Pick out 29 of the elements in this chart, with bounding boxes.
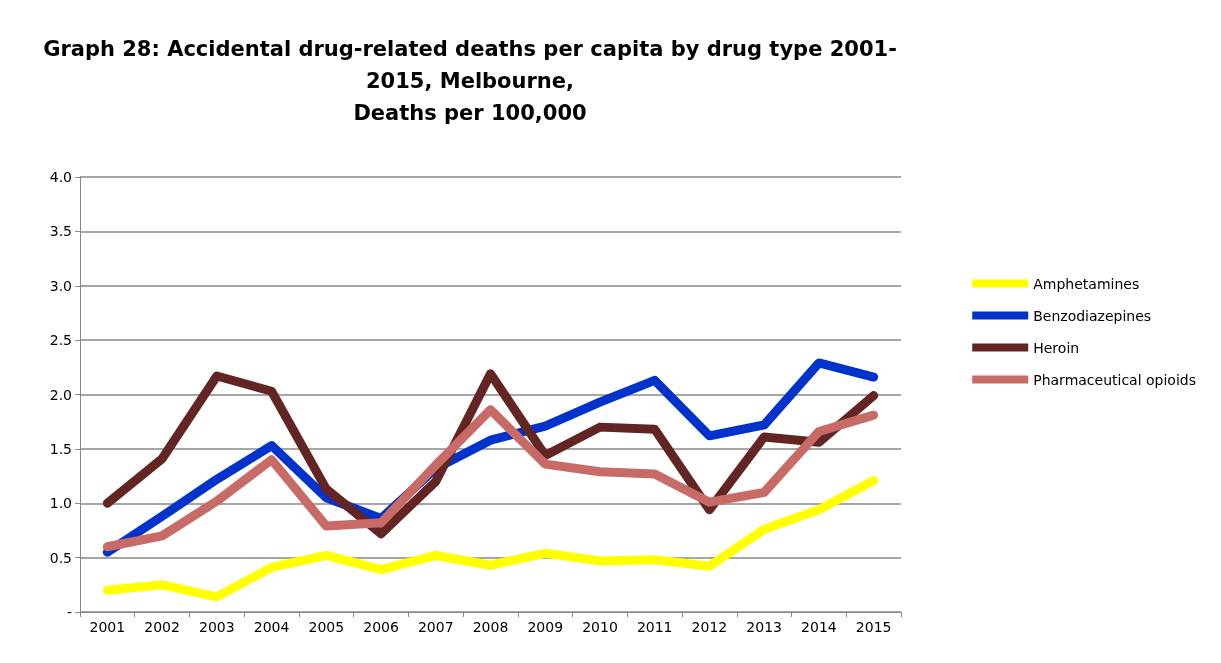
x-tick-label: 2012 <box>691 619 728 635</box>
legend-label: Pharmaceutical opioids <box>1033 371 1196 388</box>
x-tick-label: 2013 <box>746 619 782 635</box>
x-tick-label: 2001 <box>89 619 126 635</box>
chart-title: Graph 28: Accidental drug-related deaths per capita by drug type 2001- 2015, Melbourne, Deaths per 100,000 <box>43 37 897 125</box>
x-tick-label: 2007 <box>417 619 454 635</box>
y-tick-label: 2.0 <box>49 386 72 403</box>
y-tick-label: 3.5 <box>49 223 72 240</box>
y-tick-label: 2.5 <box>49 332 72 349</box>
x-tick-label: 2010 <box>582 619 618 635</box>
x-tick-label: 2011 <box>636 619 673 635</box>
y-tick-label: 1.5 <box>49 440 72 457</box>
legend-label: Amphetamines <box>1033 275 1140 292</box>
y-tick-label: 3.0 <box>49 277 72 294</box>
x-tick-label: 2015 <box>855 619 892 635</box>
legend-label: Benzodiazepines <box>1033 307 1152 324</box>
x-tick-label: 2014 <box>801 619 837 635</box>
x-tick-label: 2004 <box>253 619 290 635</box>
x-tick-label: 2008 <box>472 619 509 635</box>
x-tick-label: 2003 <box>199 619 235 635</box>
legend-label: Heroin <box>1033 339 1080 356</box>
x-tick-label: 2009 <box>527 619 564 635</box>
x-tick-label: 2006 <box>363 619 399 635</box>
x-tick-label: 2002 <box>144 619 180 635</box>
y-tick-label: 4.0 <box>49 169 72 185</box>
y-tick-label: 1.0 <box>49 495 72 512</box>
y-tick-label: 0.5 <box>49 549 72 566</box>
x-tick-label: 2005 <box>308 619 345 635</box>
y-tick-label: - <box>66 604 72 620</box>
